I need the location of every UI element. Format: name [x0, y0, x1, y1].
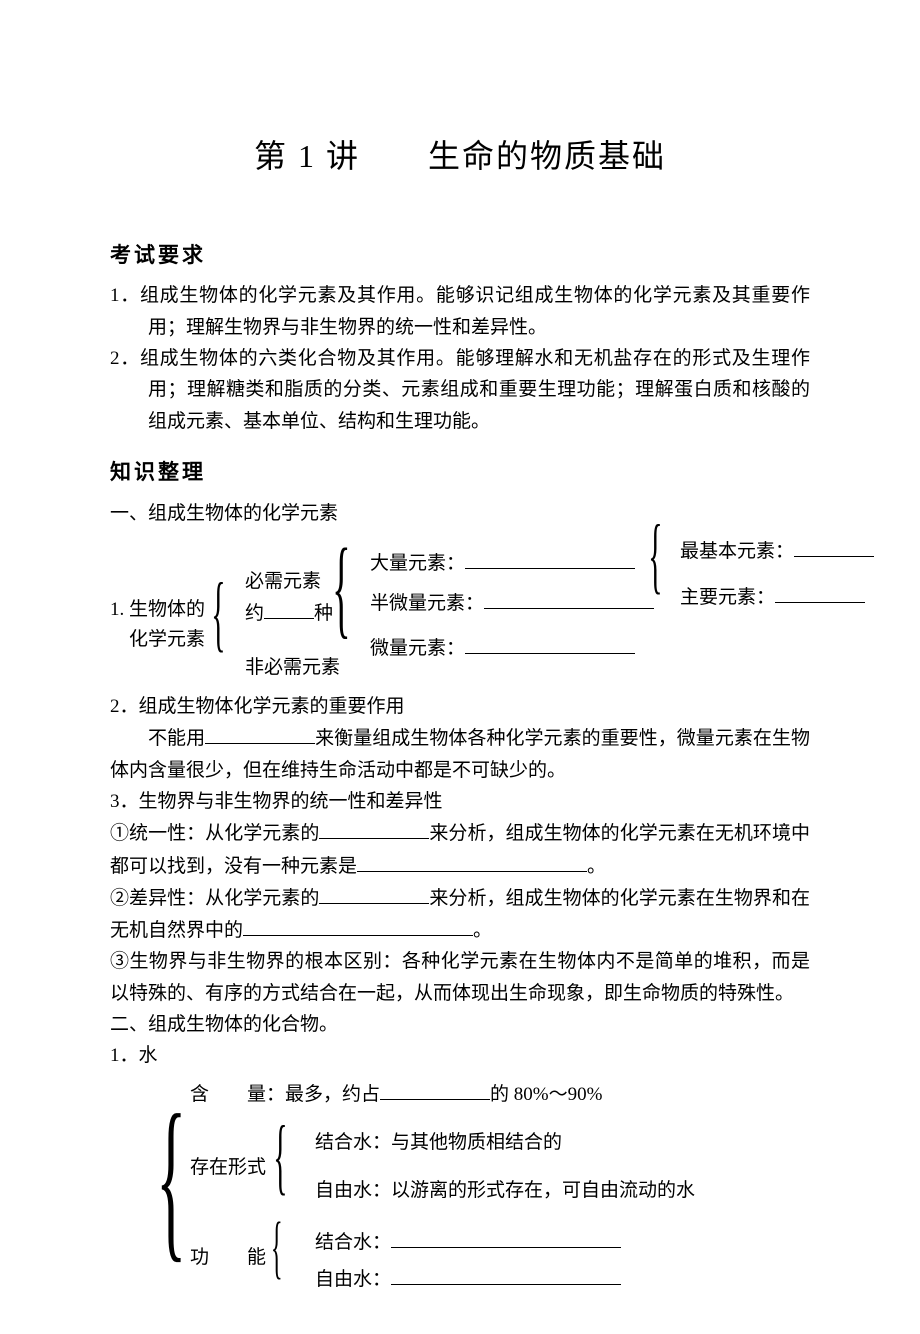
p3-unity: ①统一性：从化学元素的来分析，组成生物体的化学元素在无机环境中都可以找到，没有一…: [110, 817, 810, 881]
d1-label-a: 1. 生物体的: [110, 595, 205, 624]
water-diagram: { 含 量：最多，约占的 80%～90% 存在形式 { 结合水：与其他物质相结合…: [140, 1078, 810, 1288]
p3-head: 3．生物界与非生物界的统一性和差异性: [110, 786, 810, 817]
d1-nonreq: 非必需元素: [245, 653, 340, 682]
knowledge-head: 知识整理: [110, 455, 810, 490]
p2-body: 不能用来衡量组成生物体各种化学元素的重要性，微量元素在生物体内含量很少，但在维持…: [110, 722, 810, 786]
water-free: 自由水：以游离的形式存在，可自由流动的水: [315, 1176, 695, 1205]
d1-semi: 半微量元素：: [370, 593, 484, 614]
blank-field[interactable]: [205, 722, 315, 744]
p3-2c: 。: [473, 920, 492, 941]
blank-field[interactable]: [775, 581, 865, 603]
water-form-label: 存在形式: [190, 1153, 266, 1182]
d1-req-a: 必需元素: [245, 567, 321, 596]
water-func-free: 自由水：: [315, 1269, 391, 1290]
document-page: 第 1 讲 生命的物质基础 考试要求 1．组成生物体的化学元素及其作用。能够识记…: [0, 0, 920, 1334]
elements-diagram: 1. 生物体的 化学元素 { 必需元素 约种 非必需元素 { 大量元素： 半微量…: [110, 535, 810, 685]
p2b-pre: 不能用: [148, 728, 205, 749]
blank-field[interactable]: [794, 535, 874, 557]
exam-item-2: 2．组成生物体的六类化合物及其作用。能够理解水和无机盐存在的形式及生理作用；理解…: [110, 343, 810, 437]
d1-label-b: 化学元素: [129, 625, 205, 654]
water-bound: 结合水：与其他物质相结合的: [315, 1128, 562, 1157]
blank-field[interactable]: [264, 597, 314, 619]
water-amount-tail: 的 80%～90%: [490, 1084, 602, 1105]
p3-2a: ②差异性：从化学元素的: [110, 888, 319, 909]
water-func-label: 功 能: [190, 1243, 266, 1272]
exam-item-1: 1．组成生物体的化学元素及其作用。能够识记组成生物体的化学元素及其重要作用；理解…: [110, 280, 810, 343]
section-1-title: 一、组成生物体的化学元素: [110, 498, 810, 529]
water-func-bound: 结合水：: [315, 1232, 391, 1253]
d1-micro: 微量元素：: [370, 638, 465, 659]
p3-difference: ②差异性：从化学元素的来分析，组成生物体的化学元素在生物界和在无机自然界中的。: [110, 882, 810, 946]
d1-req-b: 约: [245, 603, 264, 624]
blank-field[interactable]: [319, 882, 429, 904]
blank-field[interactable]: [243, 914, 473, 936]
d1-macro: 大量元素：: [370, 553, 465, 574]
d1-basic: 最基本元素：: [680, 541, 794, 562]
blank-field[interactable]: [380, 1078, 490, 1100]
blank-field[interactable]: [465, 632, 635, 654]
blank-field[interactable]: [484, 587, 654, 609]
blank-field[interactable]: [465, 547, 635, 569]
p2-head: 2．组成生物体化学元素的重要作用: [110, 691, 810, 722]
water-head: 1．水: [110, 1040, 810, 1071]
d1-main: 主要元素：: [680, 587, 775, 608]
water-amount-label: 含 量：最多，约占: [190, 1084, 380, 1105]
section-2-title: 二、组成生物体的化合物。: [110, 1009, 810, 1040]
blank-field[interactable]: [319, 817, 429, 839]
d1-req-c: 种: [314, 603, 333, 624]
blank-field[interactable]: [357, 850, 587, 872]
page-title: 第 1 讲 生命的物质基础: [110, 130, 810, 183]
blank-field[interactable]: [391, 1226, 621, 1248]
exam-requirements-head: 考试要求: [110, 238, 810, 273]
p3-1a: ①统一性：从化学元素的: [110, 823, 319, 844]
p3-1c: 。: [587, 856, 606, 877]
blank-field[interactable]: [391, 1263, 621, 1285]
p3-root: ③生物界与非生物界的根本区别：各种化学元素在生物体内不是简单的堆积，而是以特殊的…: [110, 946, 810, 1009]
